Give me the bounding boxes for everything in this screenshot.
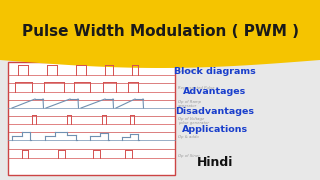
- Text: Record Pwri: Record Pwri: [178, 69, 201, 73]
- Text: Op of Voltage
pulse generator: Op of Voltage pulse generator: [178, 117, 209, 125]
- Text: Op of Siner: Op of Siner: [178, 154, 200, 158]
- Text: Represented Pulse: Represented Pulse: [178, 86, 214, 90]
- Text: Block diagrams: Block diagrams: [174, 68, 256, 76]
- Text: Hindi: Hindi: [197, 156, 233, 168]
- Bar: [8, 62, 175, 175]
- Text: Applications: Applications: [182, 125, 248, 134]
- Text: Advantages: Advantages: [183, 87, 247, 96]
- PathPatch shape: [0, 0, 320, 68]
- Text: Disadvantages: Disadvantages: [175, 107, 254, 116]
- Text: Op & addo: Op & addo: [178, 135, 199, 139]
- Text: Op of Ramp
generator: Op of Ramp generator: [178, 100, 201, 108]
- Text: Pulse Width Modulation ( PWM ): Pulse Width Modulation ( PWM ): [21, 24, 299, 39]
